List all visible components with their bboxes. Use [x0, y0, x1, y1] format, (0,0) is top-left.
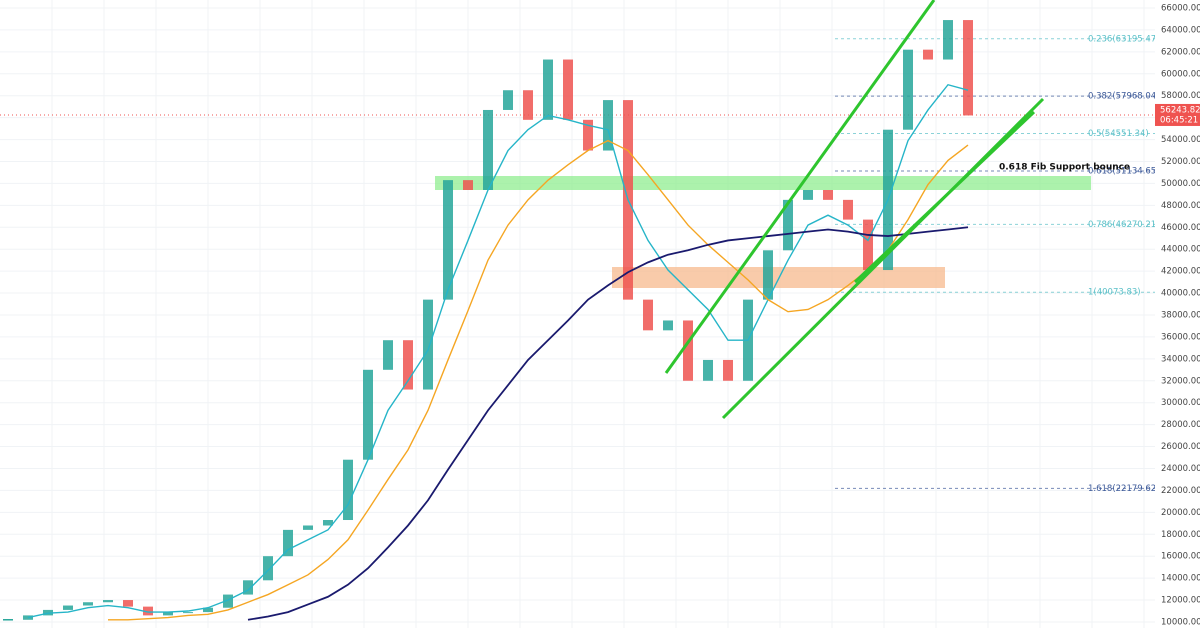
fib-label: 0.618(51134.65) [1088, 166, 1160, 176]
candle [643, 299, 653, 331]
y-tick-label: 50000.00 [1161, 179, 1200, 189]
candle [723, 359, 733, 381]
candle [23, 615, 33, 620]
moving-average [108, 139, 969, 621]
candle [383, 340, 393, 370]
trend-line [664, 0, 936, 374]
candle [223, 594, 233, 608]
candle [463, 180, 473, 191]
y-tick-label: 64000.00 [1161, 25, 1200, 35]
y-tick-label: 14000.00 [1161, 574, 1200, 584]
candle [343, 459, 353, 521]
candle [63, 605, 73, 610]
candle [663, 320, 673, 331]
y-tick-label: 30000.00 [1161, 398, 1200, 408]
candle [103, 600, 113, 603]
y-tick-label: 28000.00 [1161, 420, 1200, 430]
candle [323, 520, 333, 526]
candle [243, 580, 253, 595]
y-tick-label: 12000.00 [1161, 596, 1200, 606]
fib-label: 0.382(57968.04) [1088, 92, 1160, 102]
y-tick-label: 66000.00 [1161, 4, 1200, 14]
candle [943, 20, 953, 60]
price-tag-label: 56243.82 [1160, 105, 1200, 115]
y-tick-label: 52000.00 [1161, 157, 1200, 167]
y-tick-label: 58000.00 [1161, 91, 1200, 101]
y-tick-label: 48000.00 [1161, 201, 1200, 211]
candle [783, 199, 793, 251]
moving-average [27, 83, 969, 619]
candle [443, 180, 453, 300]
y-tick-label: 44000.00 [1161, 245, 1200, 255]
candle [683, 320, 693, 381]
y-tick-label: 22000.00 [1161, 486, 1200, 496]
plot: 0.236(63195.47) 0.382(57968.04) 0.5(54551.… [0, 20, 1160, 621]
y-tick-label: 54000.00 [1161, 135, 1200, 145]
candle [503, 90, 513, 110]
moving-average [247, 226, 969, 621]
axis: 10000.00 12000.00 14000.00 16000.00 18000.00… [1155, 4, 1200, 627]
y-tick-label: 40000.00 [1161, 289, 1200, 299]
candle [863, 219, 873, 271]
candle [843, 199, 853, 220]
y-tick-label: 42000.00 [1161, 267, 1200, 277]
trend-line [853, 110, 1036, 284]
candle [283, 529, 293, 557]
y-tick-label: 32000.00 [1161, 376, 1200, 386]
fib-label: 1.618(22179.62) [1088, 484, 1160, 494]
candle [563, 59, 573, 120]
y-tick-label: 24000.00 [1161, 464, 1200, 474]
y-tick-label: 62000.00 [1161, 47, 1200, 57]
candle [423, 299, 433, 390]
candle [583, 119, 593, 151]
candle [823, 190, 833, 200]
fib-label: 0.786(46270.21) [1088, 220, 1160, 230]
candle [903, 49, 913, 130]
fib-label: 0.5(54551.34) [1088, 129, 1149, 139]
candle [143, 606, 153, 616]
candle [183, 612, 193, 614]
candle [803, 190, 813, 200]
grid [0, 0, 1155, 628]
y-tick-label: 34000.00 [1161, 354, 1200, 364]
y-tick-label: 38000.00 [1161, 310, 1200, 320]
y-tick-label: 16000.00 [1161, 552, 1200, 562]
candle [203, 607, 213, 613]
y-tick-label: 36000.00 [1161, 332, 1200, 342]
candle [963, 20, 973, 116]
support-zone [435, 176, 1091, 190]
fib-label: 1(40073.83) [1088, 288, 1141, 298]
price-tag [1155, 103, 1200, 126]
candle [123, 600, 133, 607]
candle [603, 100, 613, 151]
annotation: 0.618 Fib Support bounce [999, 163, 1130, 173]
y-tick-label: 46000.00 [1161, 223, 1200, 233]
countdown: 06:45:21 [1160, 115, 1198, 125]
y-tick-label: 60000.00 [1161, 69, 1200, 79]
y-tick-label: 20000.00 [1161, 508, 1200, 518]
candle [483, 109, 493, 191]
y-tick-label: 10000.00 [1161, 617, 1200, 627]
candle [303, 525, 313, 530]
candle [263, 556, 273, 581]
candle [403, 340, 413, 390]
candle [523, 90, 533, 120]
fib-label: 0.236(63195.47) [1088, 34, 1160, 44]
candle [83, 602, 93, 606]
candle [703, 359, 713, 381]
y-tick-label: 18000.00 [1161, 530, 1200, 540]
candle [363, 369, 373, 460]
candle [763, 250, 773, 300]
candle [163, 612, 173, 616]
candle [543, 59, 553, 120]
candle [923, 49, 933, 60]
y-tick-label: 26000.00 [1161, 442, 1200, 452]
